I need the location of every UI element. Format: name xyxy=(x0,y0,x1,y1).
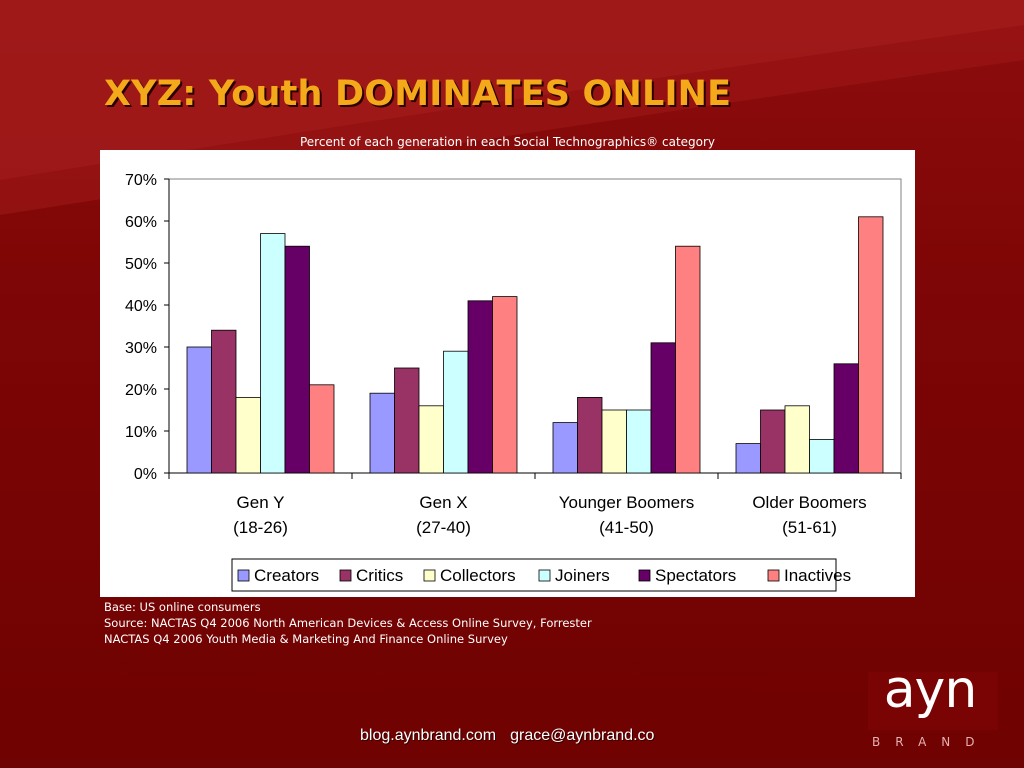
legend-label-critics: Critics xyxy=(356,566,403,585)
y-tick-label: 30% xyxy=(125,340,157,357)
legend-box xyxy=(231,558,837,592)
bar-collectors-2 xyxy=(601,409,627,474)
bar-spectators-0 xyxy=(284,245,310,474)
bar-joiners-1 xyxy=(443,350,469,474)
ayn-logo-subtext: BRAND xyxy=(872,735,990,749)
y-tick-label: 60% xyxy=(125,214,157,231)
legend-label-creators: Creators xyxy=(254,566,319,585)
legend-label-collectors: Collectors xyxy=(440,566,516,585)
y-tick-label: 0% xyxy=(134,466,157,483)
bar-critics-3 xyxy=(760,409,786,474)
legend-label-inactives: Inactives xyxy=(784,566,851,585)
note-source-2: NACTAS Q4 2006 Youth Media & Marketing A… xyxy=(104,632,508,646)
x-category-label: (18-26) xyxy=(233,518,288,537)
y-tick-label: 50% xyxy=(125,256,157,273)
y-tick-label: 20% xyxy=(125,382,157,399)
footer: blog.aynbrand.com grace@aynbrand.co xyxy=(360,727,654,745)
slide-title: XYZ: Youth DOMINATES ONLINE xyxy=(104,74,732,114)
x-category-label: (41-50) xyxy=(599,518,654,537)
footer-email-link[interactable]: grace@aynbrand.co xyxy=(510,727,655,744)
bar-critics-0 xyxy=(211,329,237,474)
bar-critics-1 xyxy=(394,367,420,474)
bar-chart: 0% 10% 20% 30% 40% 50% 60% 70% Gen Y (18-26) Gen X… xyxy=(125,172,902,592)
note-base: Base: US online consumers xyxy=(104,600,261,614)
ayn-logo: ayn xyxy=(883,660,978,720)
legend-swatch-creators xyxy=(237,569,250,582)
chart-notes: Base: US online consumers Source: NACTAS… xyxy=(104,599,592,647)
bar-spectators-1 xyxy=(467,300,493,474)
bar-joiners-0 xyxy=(260,233,286,474)
legend-swatch-inactives xyxy=(767,569,780,582)
legend-label-joiners: Joiners xyxy=(555,566,610,585)
bar-inactives-2 xyxy=(675,245,701,474)
bar-creators-0 xyxy=(186,346,212,474)
chart-subtitle: Percent of each generation in each Socia… xyxy=(299,135,716,149)
legend-swatch-spectators xyxy=(638,569,651,582)
chart-panel: 0% 10% 20% 30% 40% 50% 60% 70% Gen Y (18-26) Gen X… xyxy=(100,150,915,597)
x-category-label: (27-40) xyxy=(416,518,471,537)
bar-creators-2 xyxy=(552,422,578,474)
y-tick-label: 10% xyxy=(125,424,157,441)
x-category-label: Gen X xyxy=(419,493,467,512)
x-category-label: Younger Boomers xyxy=(559,493,694,512)
y-tick-label: 40% xyxy=(125,298,157,315)
legend-swatch-joiners xyxy=(538,569,551,582)
bar-inactives-1 xyxy=(492,296,518,474)
x-category-label: Gen Y xyxy=(237,493,285,512)
bar-collectors-3 xyxy=(784,405,810,474)
bar-inactives-0 xyxy=(309,384,335,474)
note-source: Source: NACTAS Q4 2006 North American De… xyxy=(104,616,592,630)
x-category-label: Older Boomers xyxy=(752,493,866,512)
footer-blog-link[interactable]: blog.aynbrand.com xyxy=(360,727,497,744)
bar-critics-2 xyxy=(577,396,603,474)
x-category-label: (51-61) xyxy=(782,518,837,537)
bar-inactives-3 xyxy=(858,216,884,474)
legend-swatch-critics xyxy=(339,569,352,582)
legend-label-spectators: Spectators xyxy=(655,566,736,585)
logo-background xyxy=(868,672,998,730)
bar-creators-3 xyxy=(735,443,761,474)
bar-joiners-3 xyxy=(809,438,835,474)
bar-spectators-3 xyxy=(833,363,859,474)
legend-swatch-collectors xyxy=(423,569,436,582)
bar-creators-1 xyxy=(369,392,395,474)
bar-collectors-1 xyxy=(418,405,444,474)
y-tick-label: 70% xyxy=(125,172,157,189)
bar-joiners-2 xyxy=(626,409,652,474)
bar-spectators-2 xyxy=(650,342,676,474)
bar-collectors-0 xyxy=(235,396,261,474)
